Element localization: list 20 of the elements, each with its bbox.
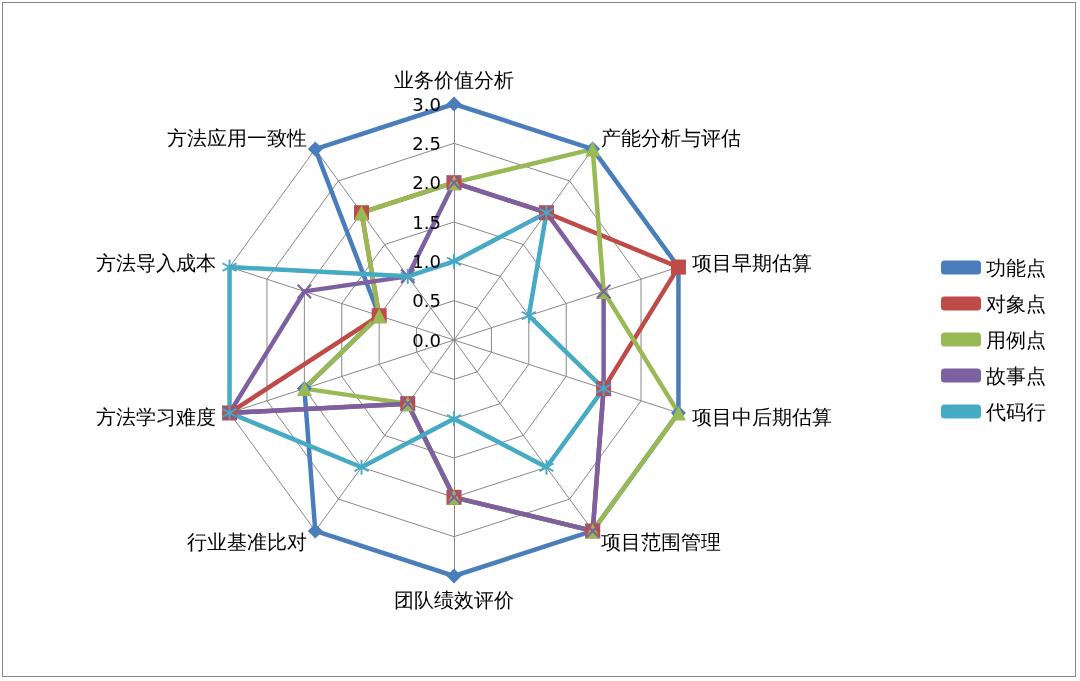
spoke-label: 项目中后期估算 — [691, 405, 832, 430]
spoke-label: 项目早期估算 — [691, 250, 812, 275]
legend-label: 对象点 — [986, 291, 1046, 316]
spoke-label: 方法学习难度 — [96, 405, 217, 430]
legend-label: 代码行 — [985, 399, 1046, 424]
legend-label: 用例点 — [986, 327, 1046, 352]
spoke-label: 行业基准比对 — [187, 530, 308, 555]
spoke-label: 方法应用一致性 — [167, 125, 308, 150]
y-tick-label: 0.0 — [412, 329, 441, 351]
legend-label: 功能点 — [986, 255, 1046, 280]
y-tick-label: 2.0 — [412, 172, 441, 194]
spoke-label: 方法导入成本 — [96, 250, 217, 275]
spoke-label: 业务价值分析 — [394, 68, 514, 92]
spoke-label: 产能分析与评估 — [600, 125, 741, 150]
y-tick-label: 3.0 — [412, 93, 441, 115]
y-tick-label: 2.5 — [412, 132, 441, 154]
legend-label: 故事点 — [986, 363, 1046, 388]
spoke-label: 项目范围管理 — [600, 530, 721, 555]
spoke-label: 团队绩效评价 — [394, 588, 514, 612]
y-tick-label: 0.5 — [412, 290, 441, 312]
